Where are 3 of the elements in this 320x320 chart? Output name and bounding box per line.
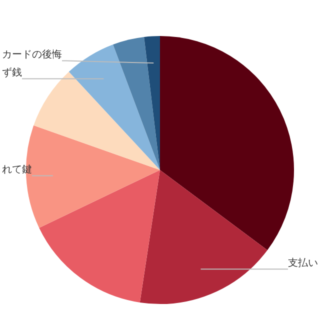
slice-label: ず銭 (2, 66, 22, 78)
slice-label: 支払い (288, 256, 318, 269)
slice-label: カードの後悔 (2, 48, 62, 60)
